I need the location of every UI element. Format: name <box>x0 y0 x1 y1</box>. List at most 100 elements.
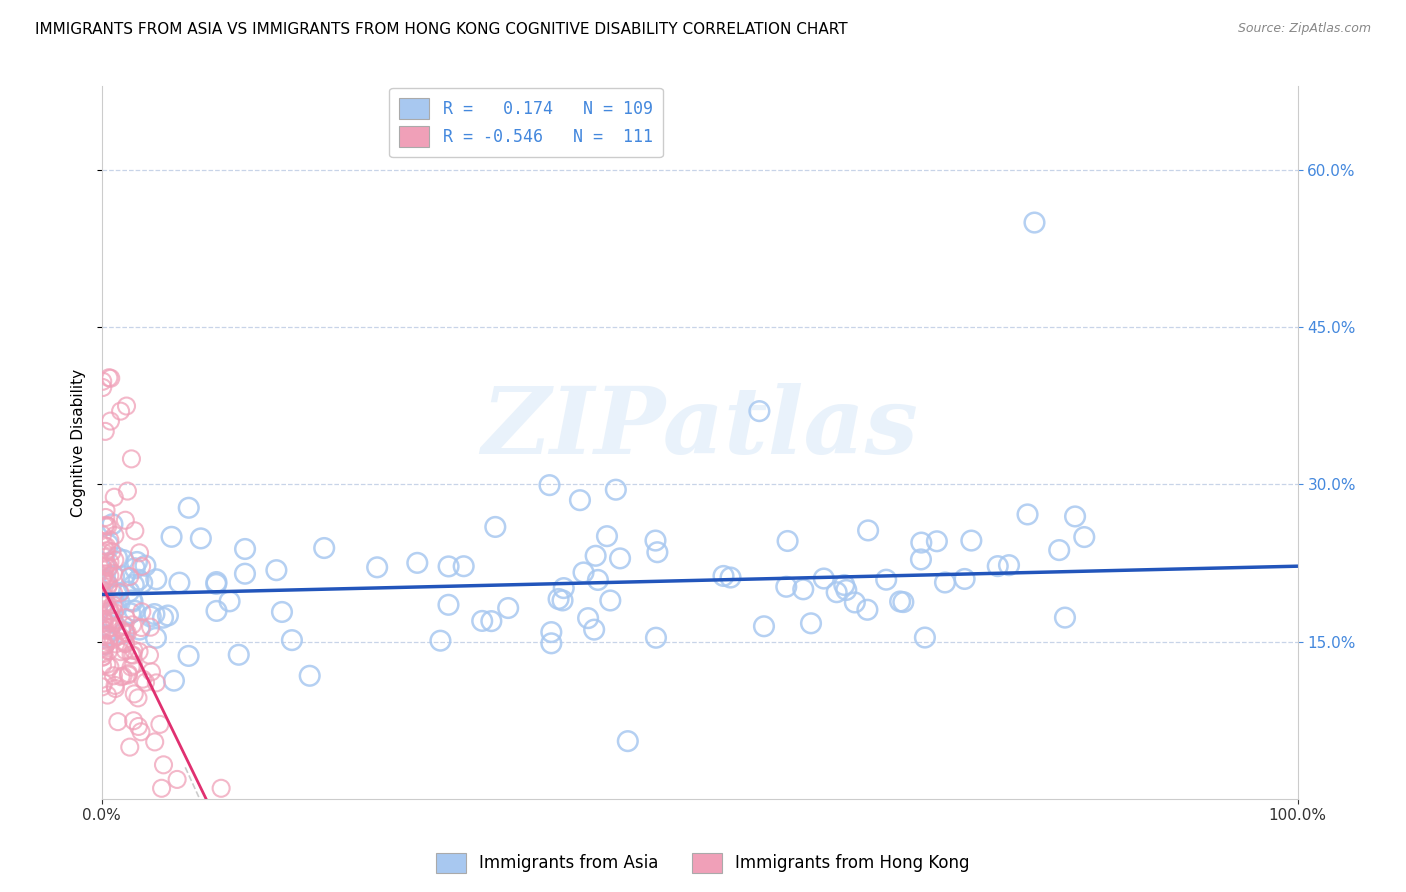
Text: IMMIGRANTS FROM ASIA VS IMMIGRANTS FROM HONG KONG COGNITIVE DISABILITY CORRELATI: IMMIGRANTS FROM ASIA VS IMMIGRANTS FROM … <box>35 22 848 37</box>
Point <box>134 558 156 573</box>
Point <box>128 623 150 637</box>
Point <box>94 519 117 533</box>
Point <box>128 573 150 587</box>
Text: Source: ZipAtlas.com: Source: ZipAtlas.com <box>1237 22 1371 36</box>
Point <box>437 559 460 574</box>
Point <box>117 668 139 682</box>
Point <box>122 714 145 728</box>
Point <box>103 605 125 619</box>
Point <box>228 648 250 662</box>
Point <box>115 399 138 413</box>
Point <box>131 575 153 590</box>
Point <box>110 404 132 418</box>
Point <box>134 675 156 690</box>
Point <box>104 637 127 651</box>
Point <box>93 546 115 560</box>
Point <box>93 538 115 552</box>
Point <box>953 572 976 586</box>
Point <box>94 624 117 638</box>
Point <box>166 772 188 787</box>
Point <box>138 648 160 662</box>
Point <box>609 551 631 566</box>
Point <box>96 596 118 610</box>
Point <box>856 603 879 617</box>
Point <box>93 613 115 627</box>
Point <box>160 530 183 544</box>
Point <box>121 617 143 632</box>
Point <box>94 510 117 524</box>
Point <box>132 672 155 686</box>
Point <box>114 569 136 583</box>
Point <box>131 605 153 619</box>
Point <box>143 607 166 621</box>
Point <box>169 575 191 590</box>
Point <box>205 604 228 618</box>
Point <box>925 534 948 549</box>
Point <box>586 573 609 587</box>
Point <box>105 550 128 565</box>
Point <box>127 719 149 733</box>
Point <box>934 575 956 590</box>
Point <box>104 681 127 696</box>
Point <box>117 626 139 640</box>
Point <box>596 529 619 543</box>
Point <box>891 595 914 609</box>
Point <box>91 592 114 607</box>
Point <box>572 566 595 580</box>
Point <box>122 687 145 701</box>
Point <box>108 585 131 599</box>
Point <box>139 609 162 624</box>
Point <box>93 574 115 588</box>
Point <box>645 631 668 645</box>
Point <box>832 578 855 592</box>
Point <box>91 622 114 636</box>
Point <box>97 370 120 384</box>
Point <box>479 614 502 628</box>
Point <box>825 585 848 599</box>
Point <box>93 637 115 651</box>
Point <box>107 714 129 729</box>
Point <box>93 614 115 628</box>
Point <box>103 669 125 683</box>
Point <box>281 633 304 648</box>
Point <box>156 608 179 623</box>
Point <box>93 566 115 581</box>
Point <box>110 645 132 659</box>
Point <box>93 676 115 690</box>
Point <box>617 734 640 748</box>
Point <box>97 577 120 591</box>
Point <box>118 740 141 755</box>
Legend: Immigrants from Asia, Immigrants from Hong Kong: Immigrants from Asia, Immigrants from Ho… <box>429 847 977 880</box>
Point <box>752 619 775 633</box>
Point <box>553 581 575 595</box>
Point <box>94 628 117 642</box>
Point <box>576 611 599 625</box>
Point <box>91 573 114 587</box>
Point <box>145 631 167 645</box>
Point <box>152 610 174 624</box>
Point <box>152 757 174 772</box>
Point <box>96 558 118 572</box>
Point <box>91 380 114 394</box>
Point <box>114 643 136 657</box>
Point <box>437 598 460 612</box>
Point <box>128 546 150 560</box>
Point <box>96 518 118 533</box>
Point <box>107 586 129 600</box>
Point <box>127 690 149 705</box>
Point <box>484 520 506 534</box>
Point <box>889 594 911 608</box>
Point <box>120 660 142 674</box>
Point <box>114 625 136 640</box>
Point <box>121 593 143 607</box>
Point <box>91 571 114 585</box>
Point <box>118 584 141 599</box>
Point <box>101 545 124 559</box>
Point <box>585 549 607 563</box>
Point <box>122 643 145 657</box>
Point <box>298 669 321 683</box>
Point <box>114 635 136 649</box>
Point <box>120 648 142 662</box>
Y-axis label: Cognitive Disability: Cognitive Disability <box>72 368 86 516</box>
Point <box>93 647 115 661</box>
